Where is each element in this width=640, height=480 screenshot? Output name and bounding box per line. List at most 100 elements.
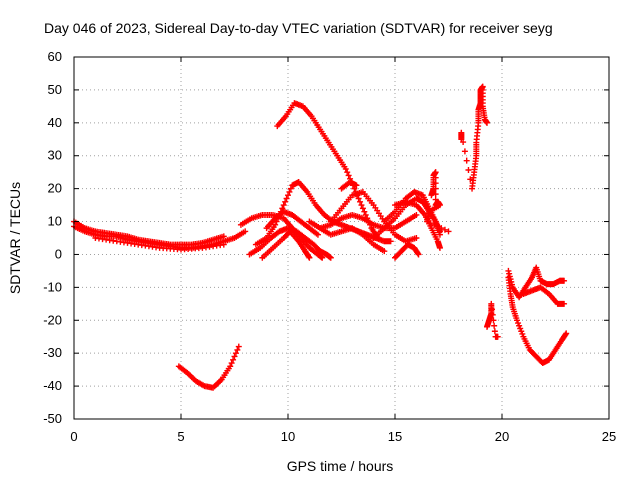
- data-point: [513, 317, 520, 324]
- series-late-hump-3: [392, 198, 443, 251]
- data-point: [436, 231, 443, 238]
- data-point: [242, 228, 249, 235]
- data-point: [432, 174, 439, 181]
- data-point: [280, 202, 287, 209]
- series-late-bottom: [520, 284, 568, 307]
- data-point: [314, 231, 321, 238]
- y-tick-label: 0: [55, 246, 62, 261]
- y-tick-label: 10: [48, 214, 62, 229]
- data-point: [283, 195, 290, 202]
- data-point: [432, 191, 439, 198]
- data-point: [490, 317, 497, 324]
- chart-title: Day 046 of 2023, Sidereal Day-to-day VTE…: [44, 20, 553, 36]
- data-point: [353, 182, 360, 189]
- data-point: [305, 253, 312, 260]
- data-point: [491, 328, 498, 335]
- data-point: [484, 119, 491, 126]
- data-point: [362, 211, 369, 218]
- data-point: [563, 330, 570, 337]
- x-axis-label: GPS time / hours: [287, 458, 394, 474]
- data-point: [463, 157, 470, 164]
- data-point: [561, 300, 568, 307]
- data-point: [387, 238, 394, 245]
- data-point: [434, 223, 441, 230]
- data-point: [287, 185, 294, 192]
- data-point: [438, 225, 445, 232]
- data-point: [327, 254, 334, 261]
- data-point: [232, 350, 239, 357]
- series-mid-wave-3: [338, 179, 360, 192]
- x-tick-label: 5: [177, 429, 184, 444]
- data-point: [319, 254, 326, 261]
- y-tick-label: 50: [48, 82, 62, 97]
- data-point: [414, 250, 421, 257]
- data-point: [489, 306, 496, 313]
- data-point: [506, 273, 513, 280]
- data-point: [235, 343, 242, 350]
- y-tick-label: 40: [48, 115, 62, 130]
- data-point: [228, 360, 235, 367]
- data-point: [441, 226, 448, 233]
- data-point: [460, 139, 467, 146]
- series-early-lower: [92, 235, 227, 253]
- data-point: [432, 169, 439, 176]
- data-point: [488, 300, 495, 307]
- data-point: [461, 148, 468, 155]
- data-point: [465, 166, 472, 173]
- data-point: [282, 198, 289, 205]
- data-point: [494, 333, 501, 340]
- data-point: [515, 320, 522, 327]
- x-axis: 0 5 10 15 20 25: [70, 57, 616, 444]
- data-point: [231, 353, 238, 360]
- x-tick-label: 20: [495, 429, 509, 444]
- data-point: [357, 198, 364, 205]
- series-neg-pocket: [484, 300, 501, 340]
- data-point: [306, 254, 313, 261]
- series-dip-arc: [175, 343, 242, 391]
- x-tick-label: 0: [70, 429, 77, 444]
- data-point: [432, 185, 439, 192]
- series-arc-13: [263, 208, 321, 238]
- data-point: [272, 221, 279, 228]
- data-point: [519, 330, 526, 337]
- data-point: [227, 363, 234, 370]
- data-point: [285, 192, 291, 199]
- data-point: [436, 244, 443, 251]
- data-point: [518, 328, 525, 335]
- series-rise-spike: [458, 83, 491, 192]
- y-tick-label: -20: [43, 312, 62, 327]
- series-late-scatter: [424, 169, 452, 235]
- data-point: [342, 165, 349, 172]
- data-point: [359, 205, 366, 212]
- data-point: [220, 233, 227, 240]
- data-point: [445, 228, 452, 235]
- data-point: [413, 235, 420, 241]
- y-tick-label: -40: [43, 378, 62, 393]
- data-point: [431, 221, 438, 228]
- data-point: [361, 208, 368, 215]
- data-point: [507, 276, 514, 283]
- y-tick-label: -10: [43, 279, 62, 294]
- data-point: [491, 322, 498, 329]
- series-arc-low: [259, 228, 313, 261]
- x-tick-label: 15: [388, 429, 402, 444]
- y-axis: 60 50 40 30 20 10 0 -10 -20 -30 -40 -50: [43, 49, 609, 426]
- series-mid-wave-1: [306, 218, 388, 255]
- data-point: [220, 241, 227, 248]
- series-arc-8: [246, 225, 334, 261]
- data-point: [508, 278, 515, 285]
- data-point: [508, 281, 515, 288]
- data-point: [505, 267, 512, 274]
- data-point: [286, 188, 293, 195]
- y-tick-label: 30: [48, 148, 62, 163]
- data-point: [427, 220, 434, 227]
- y-tick-label: -30: [43, 345, 62, 360]
- data-point: [230, 356, 237, 363]
- data-point: [561, 277, 568, 284]
- x-tick-label: 25: [602, 429, 616, 444]
- data-point: [517, 325, 524, 332]
- x-tick-label: 10: [281, 429, 295, 444]
- data-point: [358, 202, 365, 209]
- data-point: [506, 270, 513, 277]
